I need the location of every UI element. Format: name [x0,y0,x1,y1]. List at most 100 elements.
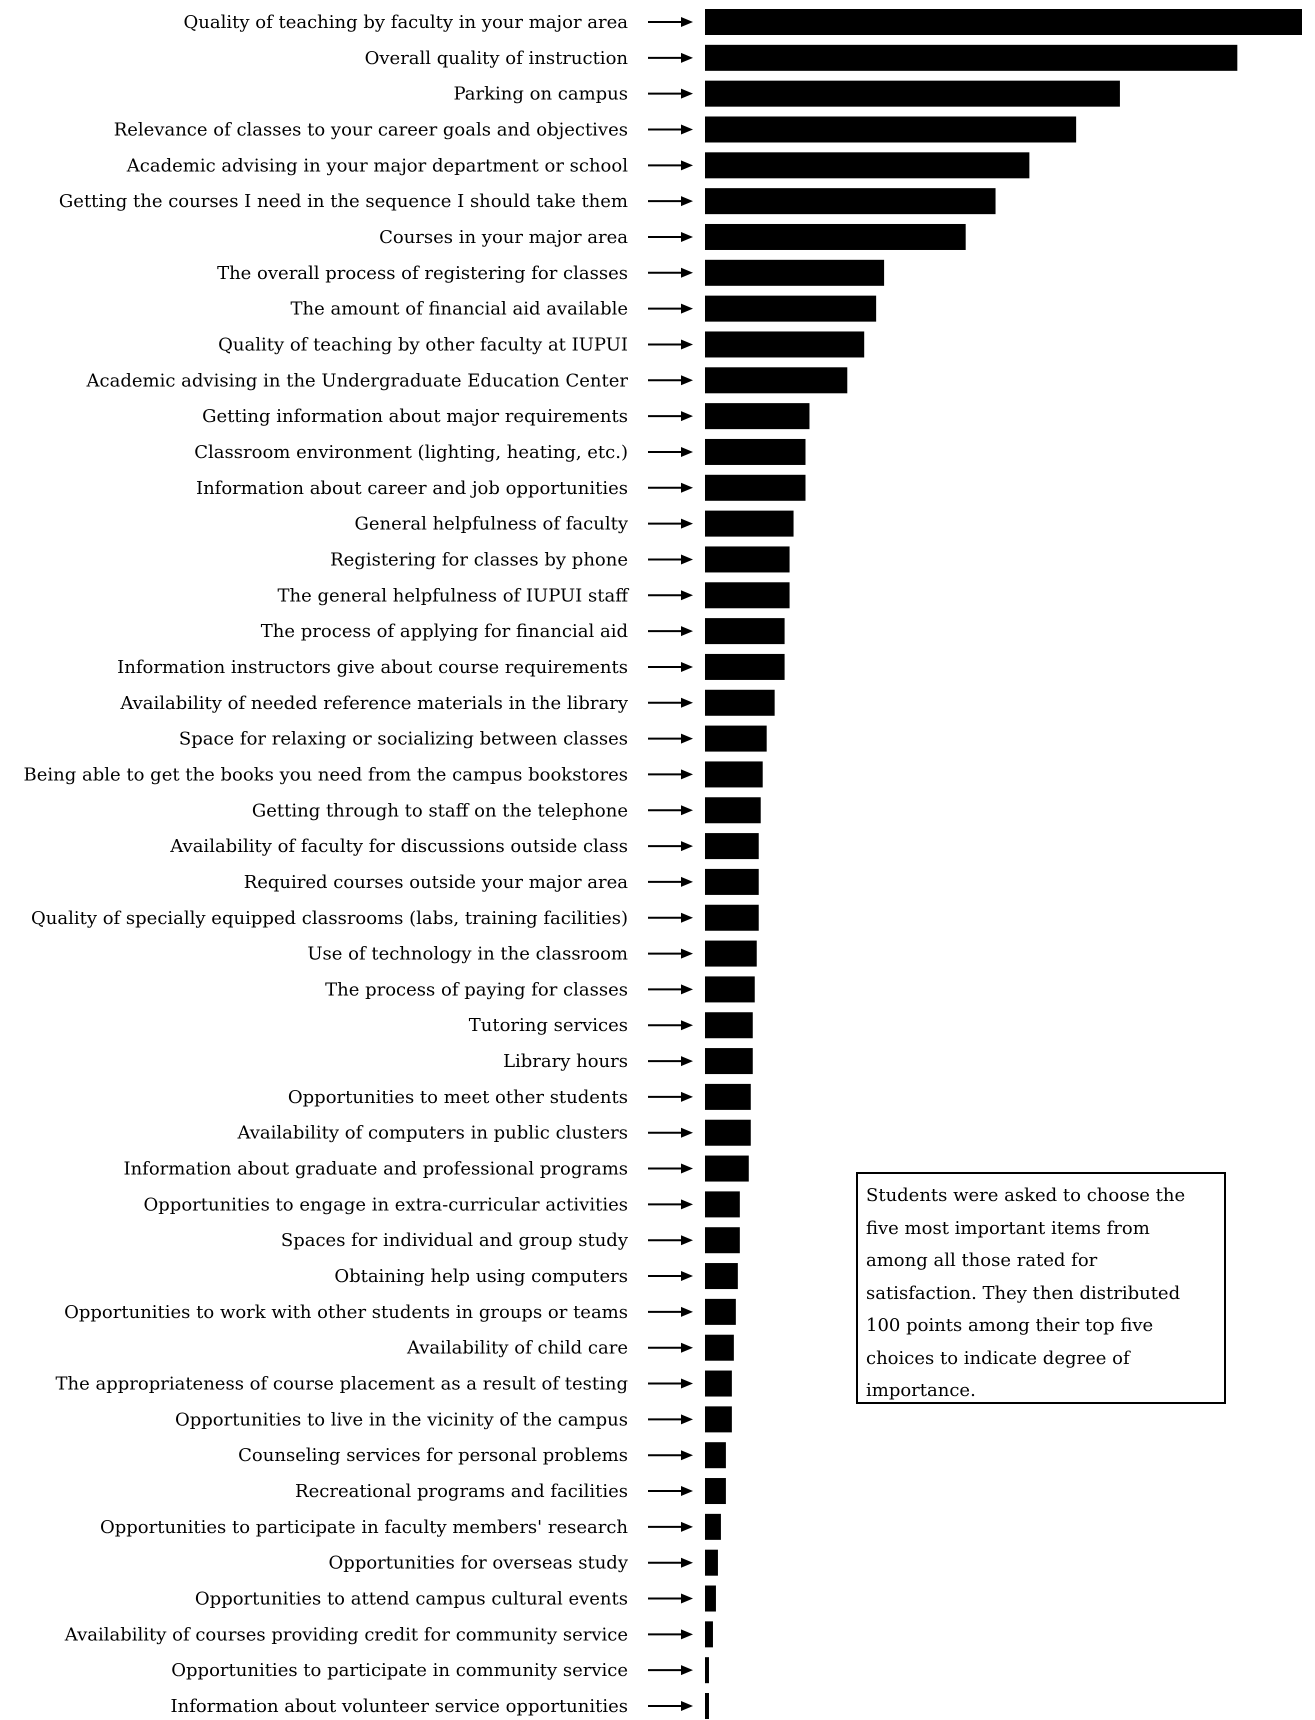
bar [705,9,1302,35]
arrow-head-icon [681,231,693,242]
category-label: Opportunities to attend campus cultural … [195,1589,628,1610]
arrow-head-icon [681,590,693,601]
bar [705,1621,713,1648]
arrow-head-icon [681,160,693,171]
bar [705,403,810,430]
bar [705,474,806,501]
bar [705,295,877,322]
category-label: Quality of teaching by faculty in your m… [184,12,629,33]
category-label: Information instructors give about cours… [117,657,628,678]
annotation-line: importance. [866,1380,976,1401]
category-label: Registering for classes by phone [330,549,628,570]
category-label: Getting through to staff on the telephon… [252,800,628,821]
arrow-head-icon [681,52,693,63]
category-label: Obtaining help using computers [334,1266,628,1287]
arrow-head-icon [681,88,693,99]
arrow-head-icon [681,554,693,565]
category-label: Availability of child care [406,1338,628,1359]
category-label: Availability of faculty for discussions … [169,836,628,857]
category-label: Being able to get the books you need fro… [24,764,628,785]
category-label: Space for relaxing or socializing betwee… [179,729,628,750]
category-label: Opportunities to engage in extra-curricu… [144,1194,628,1215]
arrow-head-icon [681,1414,693,1425]
arrow-head-icon [681,1163,693,1174]
arrow-head-icon [681,1020,693,1031]
annotation-note-box: Students were asked to choose the five m… [856,1172,1226,1404]
category-label: Opportunities to participate in faculty … [100,1517,628,1538]
bar [705,44,1238,71]
category-label: Counseling services for personal problem… [238,1445,628,1466]
category-label: Getting the courses I need in the sequen… [59,191,628,212]
bar [705,546,790,573]
bar [705,582,790,609]
annotation-line: satisfaction. They then distributed [866,1282,1181,1304]
bar [705,1334,734,1361]
arrow-head-icon [681,697,693,708]
bar [705,653,785,680]
arrow-head-icon [681,17,693,27]
bar [705,1083,751,1110]
annotation-line: choices to indicate degree of [866,1347,1130,1369]
bar [705,1227,740,1254]
arrow-head-icon [681,1199,693,1210]
bar [705,904,759,931]
category-label: The appropriateness of course placement … [56,1374,628,1395]
annotation-line: among all those rated for [866,1250,1098,1271]
arrow-head-icon [681,1271,693,1282]
bar [705,1549,718,1576]
arrow-head-icon [681,375,693,386]
arrow-head-icon [681,876,693,887]
category-label: Information about volunteer service oppo… [171,1696,628,1717]
bar [705,761,763,788]
bar [705,725,767,752]
annotation-line: five most important items from [866,1217,1150,1239]
category-label: Getting information about major requirem… [202,406,628,427]
arrow-head-icon [681,1593,693,1604]
annotation-line: 100 points among their top five [866,1315,1154,1336]
category-label: Tutoring services [469,1015,628,1036]
category-label: Opportunities for overseas study [329,1553,629,1574]
annotation-line: Students were asked to choose the [866,1185,1186,1206]
arrow-head-icon [681,1701,693,1712]
arrow-head-icon [681,411,693,422]
arrow-head-icon [681,1306,693,1317]
category-label: Availability of computers in public clus… [236,1123,628,1144]
bars [705,9,1302,1720]
bar [705,1263,738,1290]
arrow-head-icon [681,1557,693,1568]
arrow-head-icon [681,482,693,493]
bar [705,1478,726,1505]
category-label: Recreational programs and facilities [295,1481,628,1502]
bar [705,1298,736,1325]
category-label: The process of applying for financial ai… [261,621,628,642]
arrow-head-icon [681,841,693,852]
category-label: Quality of specially equipped classrooms… [31,908,628,929]
bar [705,1693,709,1720]
category-label: Overall quality of instruction [365,48,629,69]
category-label: Opportunities to meet other students [288,1087,628,1108]
arrow-head-icon [681,733,693,744]
bar [705,1406,732,1433]
arrow-head-icon [681,1450,693,1461]
bar [705,223,966,250]
category-label: Availability of courses providing credit… [64,1624,628,1645]
arrow-head-icon [681,912,693,923]
bar [705,833,759,860]
category-label: Academic advising in the Undergraduate E… [86,370,629,391]
bar [705,689,775,716]
bar [705,80,1120,107]
category-label: Opportunities to live in the vicinity of… [175,1409,628,1430]
category-label: Library hours [503,1051,628,1072]
arrow-head-icon [681,267,693,278]
arrow-head-icon [681,1127,693,1138]
bar [705,1513,721,1540]
arrow-head-icon [681,805,693,816]
bar [705,940,757,967]
bar [705,259,885,286]
bar [705,367,848,394]
bar [705,1155,749,1182]
bar [705,438,806,465]
arrow-head-icon [681,1235,693,1246]
arrow-head-icon [681,446,693,457]
